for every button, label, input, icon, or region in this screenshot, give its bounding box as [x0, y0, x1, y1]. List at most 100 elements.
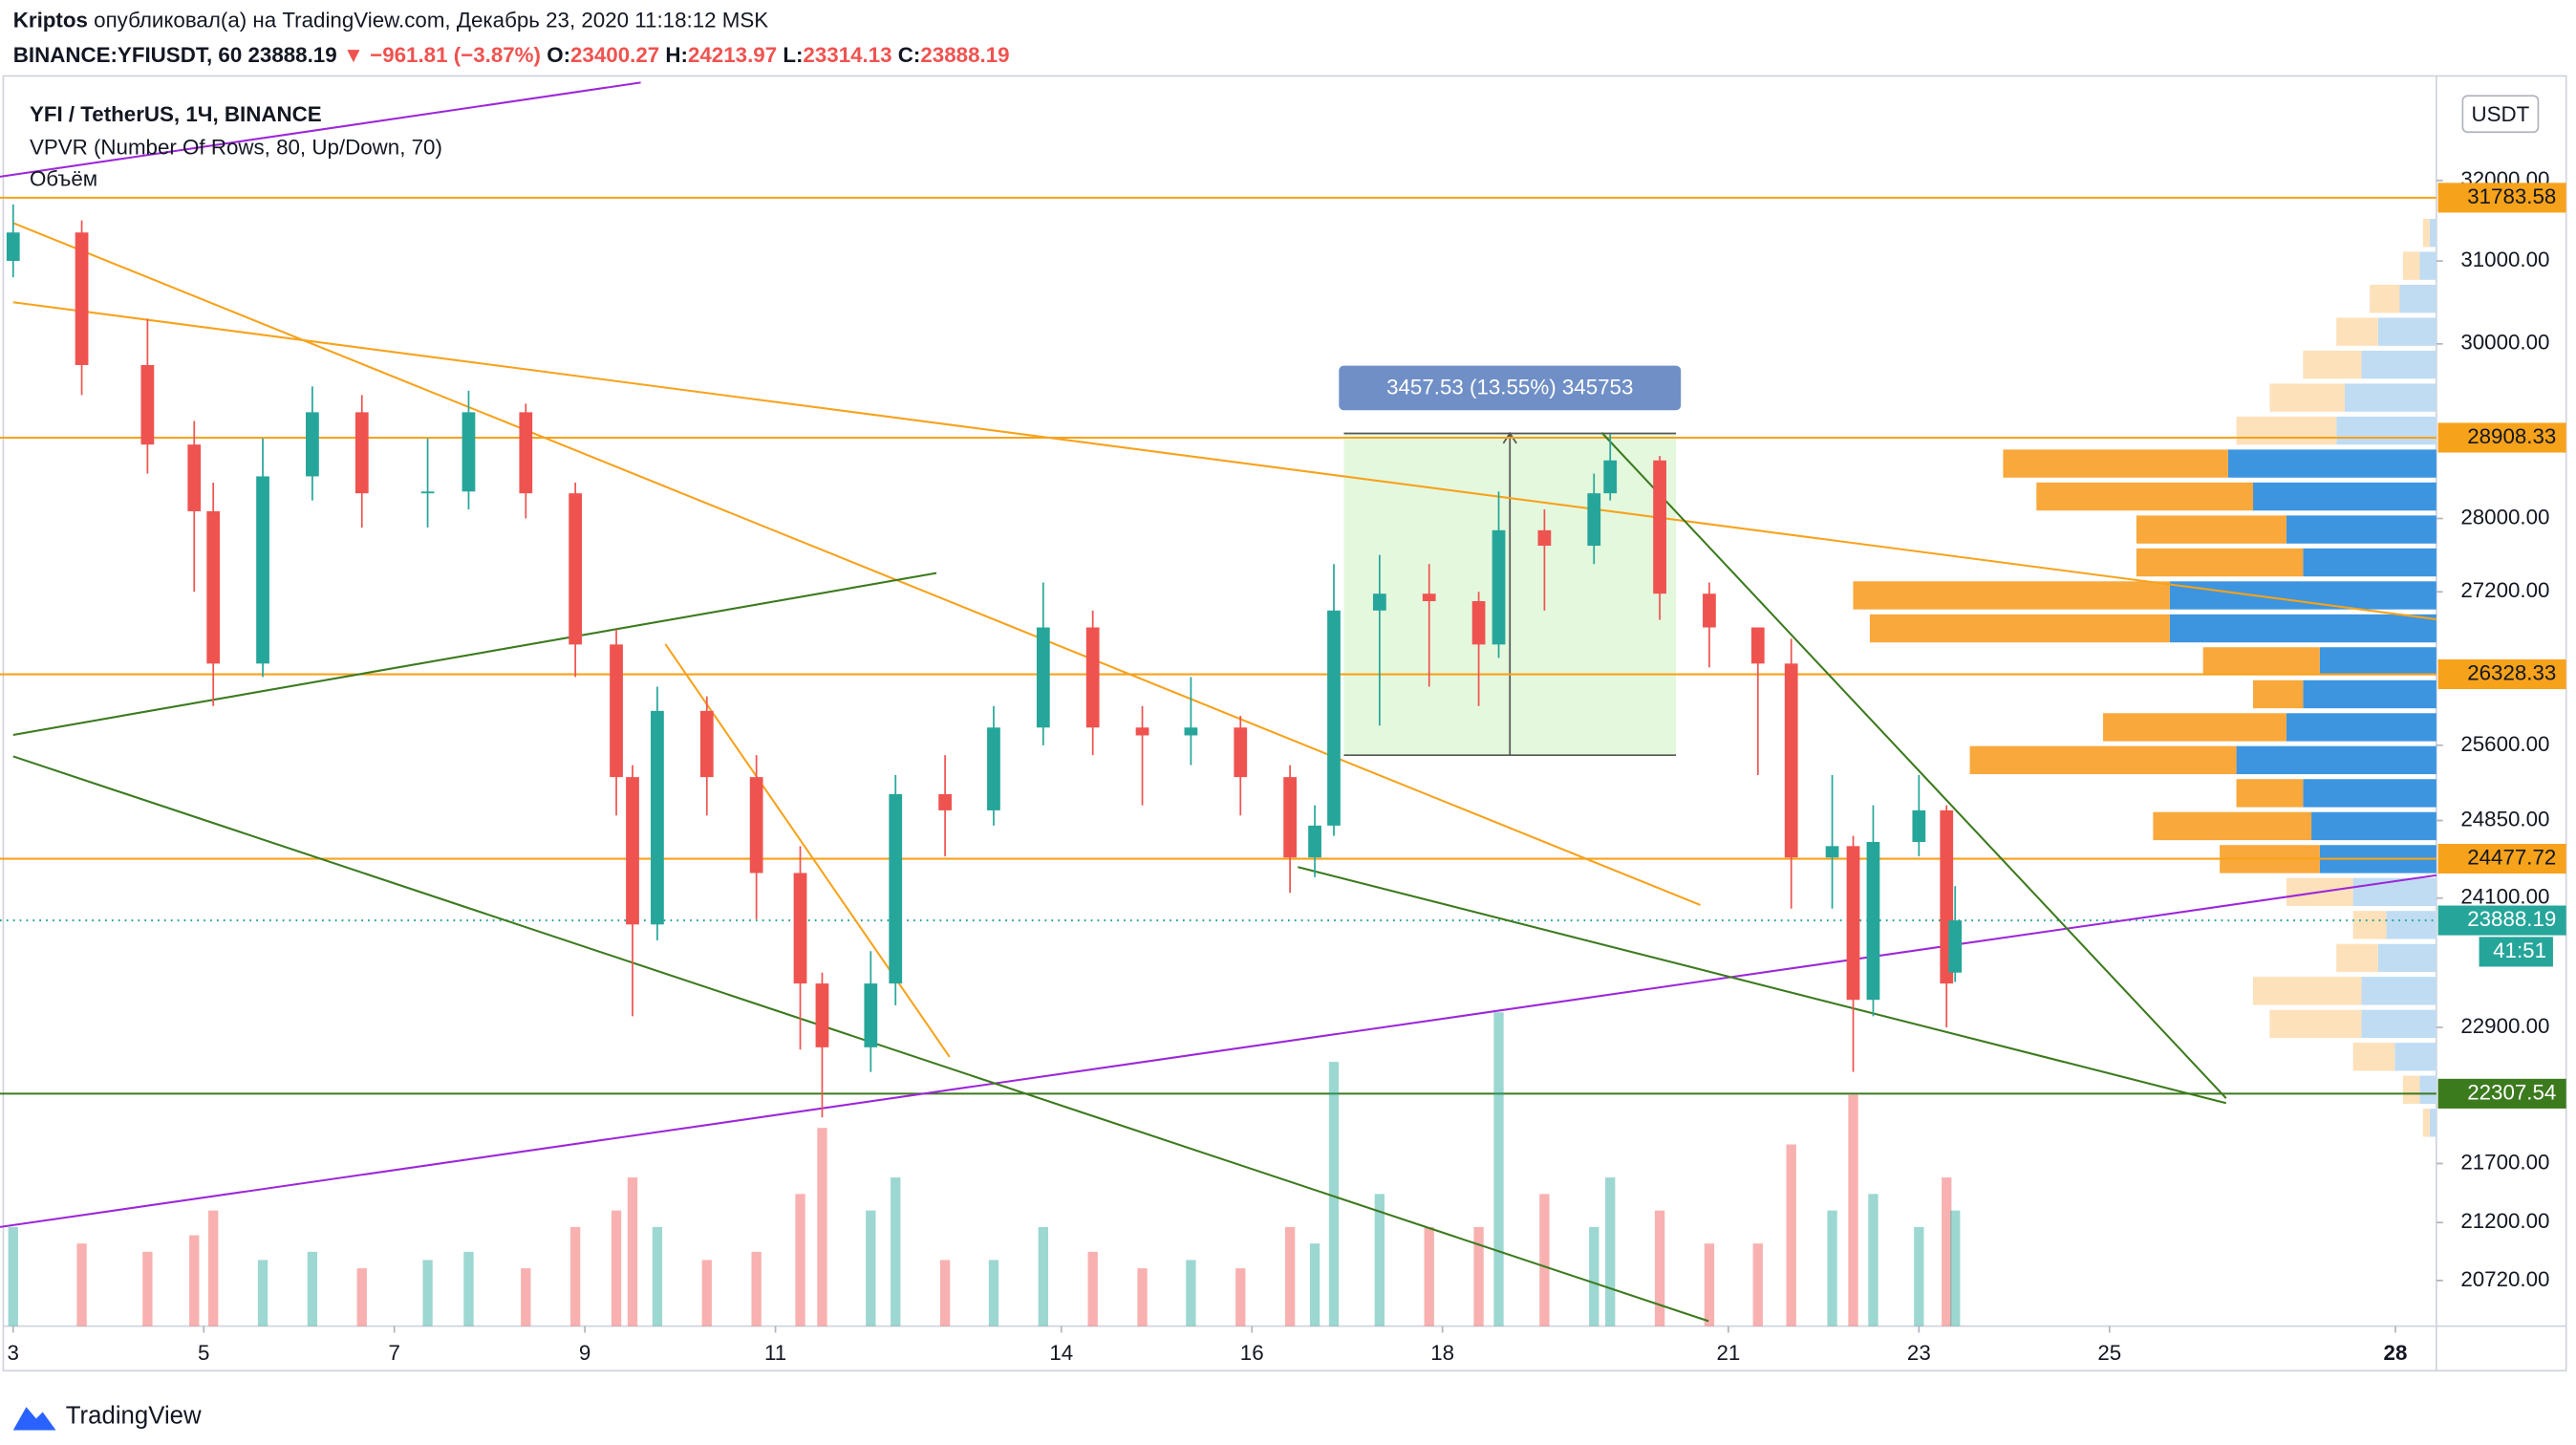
profile-up	[2377, 943, 2436, 973]
profile-up	[2429, 1109, 2436, 1137]
volume-bar	[189, 1235, 200, 1326]
profile-up	[2286, 713, 2436, 742]
profile-up	[2169, 614, 2436, 643]
volume-bar	[1374, 1194, 1385, 1326]
candle-body	[354, 412, 369, 494]
candle-body	[462, 412, 476, 492]
candle-body	[815, 983, 829, 1047]
profile-down	[2352, 1043, 2395, 1071]
candle-body	[206, 510, 221, 664]
profile-down	[2236, 416, 2337, 445]
price-label-box	[2437, 905, 2566, 936]
volume-bar	[988, 1260, 999, 1326]
price-label: 24477.72	[2467, 845, 2556, 869]
price-label: 31783.58	[2467, 184, 2556, 208]
currency-badge[interactable]	[2461, 95, 2540, 134]
candle-body	[1846, 846, 1860, 1001]
trendline	[1600, 432, 2227, 1099]
candle-body	[699, 710, 714, 778]
symbol: BINANCE:YFIUSDT, 60	[13, 43, 243, 67]
profile-down	[2202, 647, 2320, 676]
candle-body	[1135, 727, 1149, 736]
y-tick-label: 21200.00	[2460, 1209, 2549, 1233]
volume-bar	[142, 1251, 153, 1326]
indicator-label: VPVR (Number Of Rows, 80, Up/Down, 70)	[30, 135, 442, 159]
volume-bar	[422, 1260, 433, 1326]
x-tick-label: 11	[764, 1341, 786, 1365]
profile-up	[2303, 779, 2436, 808]
x-tick-label: 14	[1049, 1341, 1073, 1365]
volume-bar	[939, 1260, 951, 1326]
price-label-box	[2437, 422, 2566, 453]
candle-body	[519, 412, 533, 494]
volume-bar	[1827, 1210, 1837, 1326]
candle-body	[1422, 593, 1436, 602]
candle-body	[1492, 529, 1506, 645]
volume-bar	[1235, 1268, 1246, 1326]
profile-down	[2253, 679, 2304, 709]
volume-bar	[1284, 1226, 1296, 1326]
candle-body	[256, 476, 269, 664]
candle-body	[987, 727, 1000, 810]
volume-bar	[1950, 1210, 1961, 1326]
x-tick-label: 28	[2384, 1341, 2408, 1365]
profile-up	[2352, 877, 2436, 907]
price-change: ▼ −961.81 (−3.87%)	[343, 43, 541, 67]
candle-body	[1036, 627, 1050, 728]
countdown-box	[2479, 937, 2553, 967]
volume-bar	[1137, 1268, 1148, 1326]
volume-bar	[1328, 1062, 1340, 1326]
x-tick-label: 18	[1430, 1341, 1454, 1365]
volume-bar	[1186, 1260, 1196, 1326]
volume-bar	[1309, 1243, 1320, 1326]
candle-body	[306, 412, 319, 477]
profile-down	[2269, 1009, 2362, 1039]
volume-bar	[701, 1260, 712, 1326]
volume-bar	[76, 1243, 87, 1326]
candle-body	[749, 777, 763, 873]
x-tick-label: 25	[2097, 1341, 2121, 1365]
profile-down	[2036, 482, 2254, 511]
profile-up	[2419, 1075, 2436, 1104]
candle-body	[1283, 777, 1297, 858]
candle-body	[1372, 593, 1386, 611]
volume-bar	[463, 1251, 474, 1326]
volume-bar	[611, 1210, 622, 1326]
author: Kriptos	[13, 8, 88, 32]
volume-bar	[1848, 1094, 1858, 1326]
profile-up	[2386, 911, 2436, 939]
profile-down	[2003, 449, 2228, 478]
x-tick-label: 7	[388, 1341, 399, 1365]
profile-down	[2236, 779, 2304, 808]
header-line-2: BINANCE:YFIUSDT, 60 23888.19 ▼ −961.81 (…	[13, 43, 1010, 67]
candle-body	[75, 232, 89, 365]
candle-body	[6, 232, 20, 261]
candle-body	[420, 491, 435, 494]
price-label-box	[2437, 658, 2566, 690]
volume-bar	[521, 1268, 531, 1326]
ohlc-value: 23314.13	[803, 43, 891, 67]
candle-body	[1085, 627, 1100, 728]
volume-bar	[1087, 1251, 1098, 1326]
profile-up	[2169, 581, 2436, 610]
x-tick-label: 5	[198, 1341, 209, 1365]
profile-up	[2253, 482, 2436, 511]
chart-title: YFI / TetherUS, 1Ч, BINANCE	[30, 102, 322, 126]
profile-up	[2336, 416, 2436, 445]
profile-up	[2319, 647, 2436, 676]
brand: TradingView	[66, 1402, 202, 1429]
candle-body	[569, 493, 583, 645]
profile-down	[2422, 1109, 2430, 1137]
candle-body	[651, 710, 664, 925]
profile-down	[2402, 1075, 2420, 1104]
candle-body	[187, 444, 202, 511]
profile-up	[2419, 251, 2436, 280]
profile-down	[2269, 383, 2345, 412]
y-tick-label: 27200.00	[2460, 578, 2549, 602]
price-label-box	[2437, 183, 2566, 213]
candle-body	[1234, 727, 1248, 778]
candle-body	[864, 983, 878, 1047]
profile-up	[2429, 218, 2436, 248]
volume-bar	[891, 1177, 901, 1326]
profile-up	[2311, 811, 2436, 841]
